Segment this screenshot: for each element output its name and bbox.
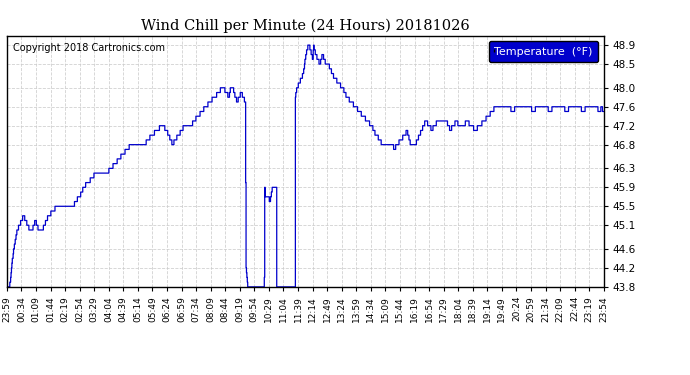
Legend: Temperature  (°F): Temperature (°F) <box>489 41 598 62</box>
Title: Wind Chill per Minute (24 Hours) 20181026: Wind Chill per Minute (24 Hours) 2018102… <box>141 19 470 33</box>
Text: Copyright 2018 Cartronics.com: Copyright 2018 Cartronics.com <box>13 43 165 53</box>
